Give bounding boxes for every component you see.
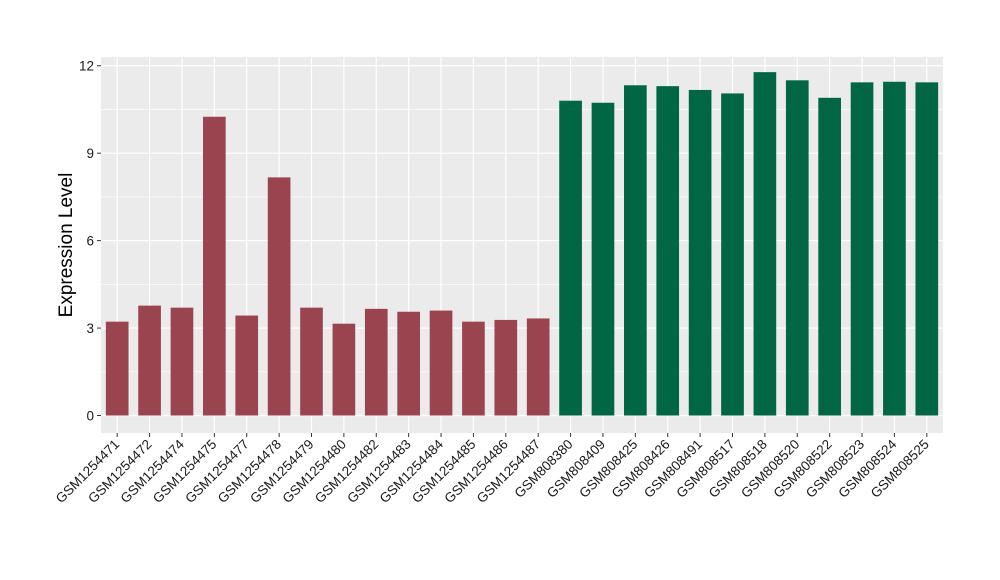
bars <box>105 72 939 416</box>
bar-GSM808517 <box>721 93 744 416</box>
bar-GSM1254483 <box>397 311 420 416</box>
y-tick-label: 12 <box>79 59 94 74</box>
bar-GSM808525 <box>915 82 939 416</box>
bar-GSM1254479 <box>300 307 323 416</box>
bar-GSM808409 <box>591 102 615 416</box>
bar-GSM1254471 <box>105 321 129 416</box>
bar-GSM1254486 <box>494 319 518 416</box>
bar-GSM1254474 <box>170 307 194 416</box>
y-tick-label: 3 <box>86 321 94 336</box>
bar-GSM1254484 <box>429 310 453 416</box>
bar-GSM808518 <box>753 72 777 416</box>
bar-GSM1254477 <box>235 315 259 416</box>
bar-GSM808491 <box>688 89 712 416</box>
bar-GSM808524 <box>883 81 906 416</box>
x-axis: GSM1254471GSM1254472GSM1254474GSM1254475… <box>53 433 932 506</box>
bar-GSM808426 <box>656 86 680 416</box>
bar-GSM808523 <box>850 82 874 416</box>
y-tick-label: 0 <box>86 409 94 424</box>
bar-GSM1254485 <box>462 321 485 416</box>
bar-GSM808522 <box>818 97 841 416</box>
bar-GSM1254482 <box>364 308 388 416</box>
plot-panel <box>101 57 943 433</box>
bar-GSM1254472 <box>138 305 161 416</box>
bar-GSM808520 <box>785 80 809 416</box>
y-axis-title: Expression Level <box>56 173 77 318</box>
y-axis: 0 3 6 9 12 <box>79 59 101 424</box>
bar-GSM808380 <box>559 100 582 416</box>
bar-GSM1254478 <box>267 177 291 416</box>
y-tick-label: 6 <box>86 234 94 249</box>
bar-GSM1254475 <box>203 116 226 416</box>
bar-GSM1254480 <box>332 323 356 416</box>
bar-GSM1254487 <box>526 318 550 416</box>
bar-GSM808425 <box>624 85 647 416</box>
y-tick-label: 9 <box>86 146 94 161</box>
